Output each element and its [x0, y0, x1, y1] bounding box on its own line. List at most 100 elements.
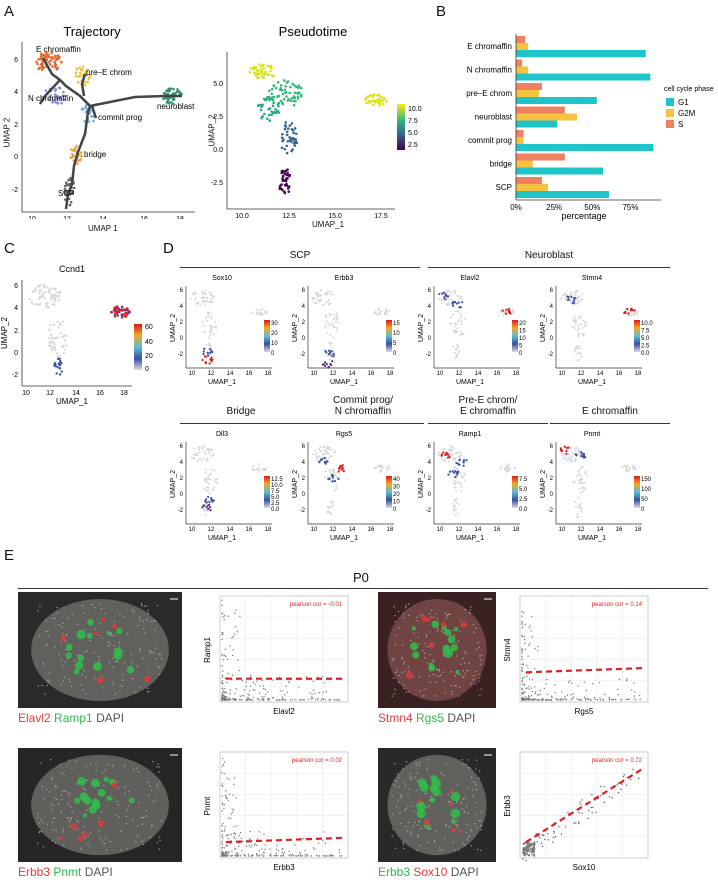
green-signal [444, 628, 452, 636]
feature-cell [574, 346, 577, 349]
cell-point [556, 699, 558, 701]
feature-cell [453, 459, 456, 462]
cell-neuroblast [164, 96, 167, 100]
feature-cell [453, 292, 456, 295]
cell-point [221, 842, 223, 844]
pt-cell [378, 101, 381, 105]
dapi-nucleus [139, 648, 141, 650]
feature-cell [213, 479, 216, 482]
pt-cell [292, 95, 296, 98]
feature-cell [463, 471, 466, 474]
dapi-nucleus [107, 764, 110, 766]
dapi-nucleus [407, 806, 409, 808]
ccnd1-title: Ccnd1 [59, 264, 85, 274]
feature-cell [631, 465, 634, 468]
cell-point [324, 699, 326, 701]
feature-cell [564, 294, 567, 297]
cell-point [523, 638, 526, 641]
cell-point [521, 688, 523, 691]
dapi-nucleus [450, 693, 452, 696]
feature-cell [337, 321, 340, 324]
feature-cell [499, 467, 502, 470]
cell-e-chromaffin [53, 65, 57, 69]
dapi-nucleus [149, 785, 151, 787]
svg-text:6: 6 [14, 57, 18, 64]
cell-point [581, 799, 583, 801]
dapi-nucleus [391, 660, 394, 662]
dapi-nucleus [56, 611, 58, 614]
cell-bridge [76, 162, 79, 165]
ccnd1-cell [43, 283, 46, 287]
pt-cell [278, 186, 282, 190]
feature-cell [196, 454, 199, 457]
feature-cell-high [329, 351, 332, 354]
feature-cell [448, 294, 451, 297]
bar-g2m [516, 90, 539, 97]
cell-point [281, 848, 284, 851]
feature-cell [336, 314, 339, 317]
feature-cell [452, 482, 455, 485]
feature-cell [338, 473, 341, 476]
cell-point [522, 847, 525, 849]
feature-cell [560, 296, 563, 299]
green-signal [431, 620, 440, 629]
dapi-nucleus [98, 603, 100, 605]
cell-point [322, 854, 324, 857]
feature-cell-high [206, 351, 209, 354]
dapi-nucleus [400, 797, 402, 799]
dapi-nucleus [89, 832, 92, 835]
cell-pre-e-chrom [88, 73, 92, 77]
ytick: 6 [428, 444, 432, 450]
cell-point [322, 839, 324, 841]
cell-bridge [75, 144, 79, 148]
dapi-nucleus [419, 615, 421, 617]
dapi-nucleus [51, 821, 54, 824]
pt-cell [290, 97, 294, 100]
cell-point [612, 699, 614, 701]
pt-cell [366, 95, 370, 98]
green-signal [87, 618, 95, 626]
dapi-nucleus [469, 609, 472, 611]
cell-point [278, 699, 281, 701]
cell-point [274, 855, 277, 857]
dapi-nucleus [69, 681, 71, 683]
bar-category-label: pre–E chrom [466, 89, 512, 98]
svg-text:10: 10 [28, 216, 36, 219]
feature-cell [583, 482, 586, 485]
dapi-nucleus [452, 841, 454, 844]
micrograph-image [18, 592, 182, 708]
dapi-nucleus [93, 677, 96, 680]
feature-cell-high [211, 350, 214, 354]
stain-label: DAPI [84, 865, 113, 879]
dapi-nucleus [57, 803, 60, 806]
ccnd1-cell [53, 299, 56, 303]
cell-point [285, 685, 287, 687]
feature-cell-high [451, 304, 455, 307]
cell-point [292, 698, 294, 701]
cell-n-chromaffin [52, 98, 55, 102]
pt-cell [279, 84, 283, 87]
dapi-nucleus [98, 830, 100, 832]
feature-cell [324, 293, 327, 296]
cell-e-chromaffin [40, 63, 44, 67]
cell-point [233, 777, 236, 779]
svg-text:pre–E chrom: pre–E chrom [86, 68, 132, 77]
bar-s [516, 130, 524, 137]
cell-point [222, 658, 225, 661]
dapi-nucleus [449, 801, 451, 803]
feature-cell [331, 322, 334, 325]
pt-cell [283, 127, 287, 131]
feature-cell [265, 311, 268, 314]
legend-label: G1 [678, 98, 689, 107]
colorbar-label: 10.0 [641, 321, 653, 327]
dapi-nucleus [148, 671, 151, 673]
cell-e-chromaffin [44, 56, 47, 59]
dapi-nucleus [444, 837, 446, 840]
feature-cell-high [202, 352, 205, 356]
pt-cell [269, 66, 273, 70]
feature-cell [328, 446, 331, 449]
dapi-nucleus [107, 644, 110, 647]
ccnd1-cell [115, 305, 119, 308]
